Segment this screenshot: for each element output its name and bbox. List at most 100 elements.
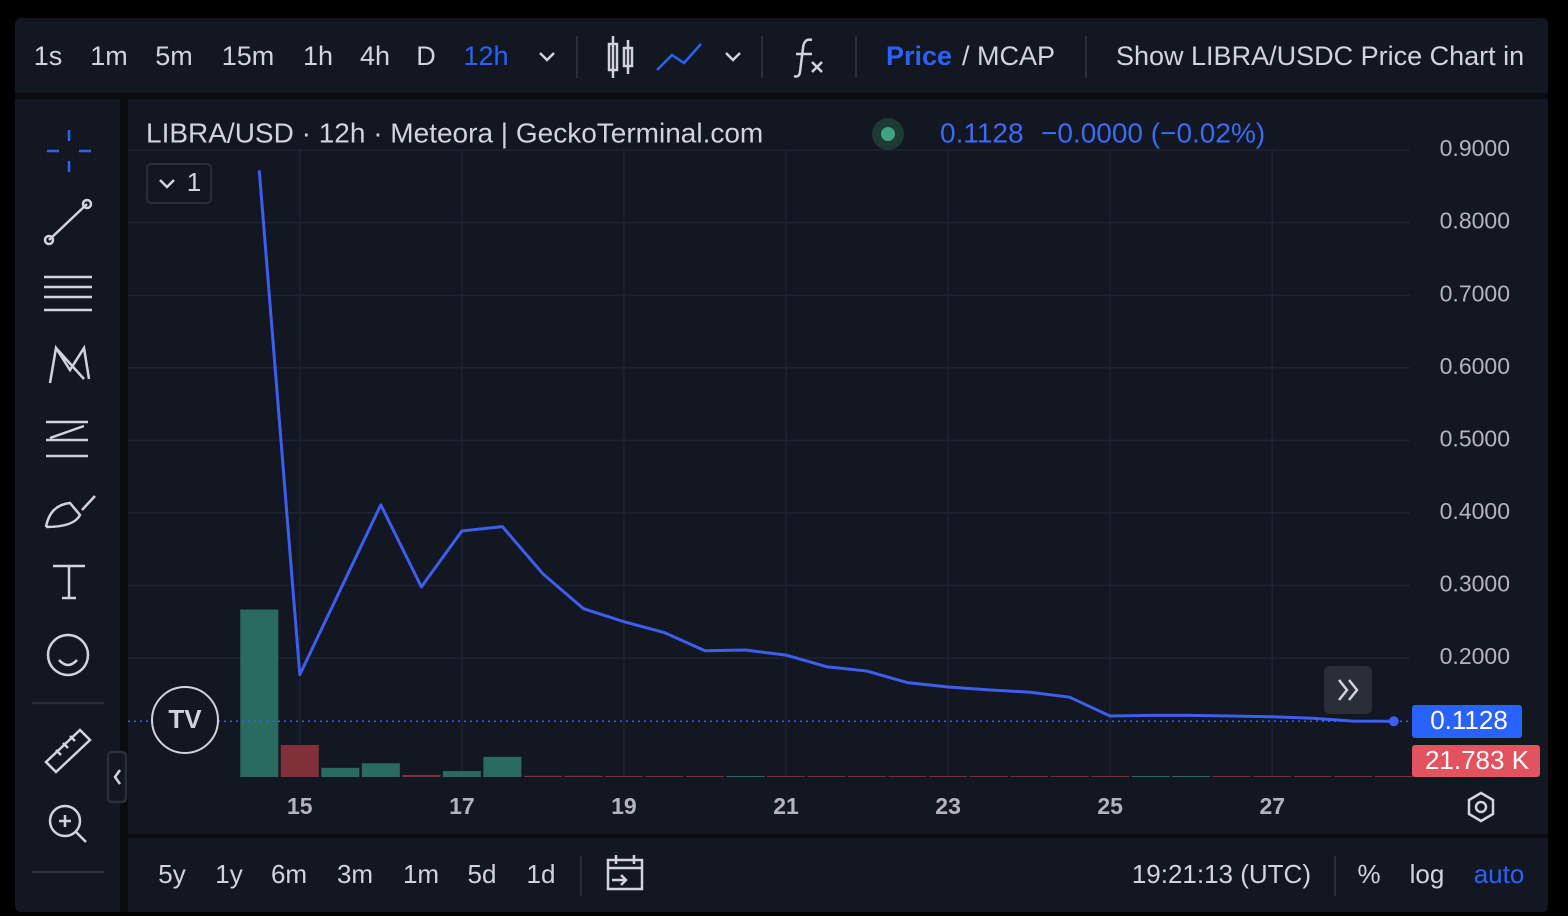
price-tag-label: 0.1128 xyxy=(1430,705,1508,735)
divider xyxy=(15,93,1548,99)
dropdown[interactable] xyxy=(539,52,555,62)
range[interactable]: 5d xyxy=(468,859,497,889)
mcap-toggle[interactable]: / MCAP xyxy=(962,41,1055,71)
status-dot xyxy=(881,127,895,141)
y-tick-label: 0.9000 xyxy=(1440,135,1510,161)
pattern-tool[interactable] xyxy=(48,344,91,384)
handle xyxy=(81,198,93,210)
indicator-icon[interactable] xyxy=(793,38,823,78)
volume-bar xyxy=(442,771,481,777)
emoji-tool[interactable] xyxy=(46,633,90,677)
volume-bar xyxy=(361,763,400,777)
show-chart-link[interactable]: Show LIBRA/USDC Price Chart in xyxy=(1116,41,1524,71)
volume-bar xyxy=(767,776,806,777)
volume-bar xyxy=(321,767,360,777)
line-icon[interactable] xyxy=(656,43,702,71)
range-bar: 5y 1y 6m 3m 1m 5d 1d 19:21:13 (UTC) % lo… xyxy=(158,855,1524,896)
volume-bar xyxy=(483,756,522,777)
x-tick-label: 21 xyxy=(773,793,799,819)
plot: 0.2000 0.3000 0.4000 0.5000 0.6000 0.7000 0.80… xyxy=(128,135,1510,819)
volume-bar xyxy=(888,776,927,777)
interval[interactable]: 15m xyxy=(222,41,275,71)
volume-bar xyxy=(685,776,724,777)
price-toggle[interactable]: Price xyxy=(886,41,952,71)
percent-toggle[interactable]: % xyxy=(1357,859,1380,889)
volume-tag xyxy=(1412,745,1540,777)
x-tick-label: 25 xyxy=(1097,793,1123,819)
trendline-tool[interactable] xyxy=(48,203,88,241)
candle-icon[interactable] xyxy=(607,36,634,78)
price-change: −0.0000 (−0.02%) xyxy=(1041,117,1265,148)
price-line xyxy=(257,170,1394,723)
volume-bar xyxy=(848,776,887,777)
collapse-button[interactable] xyxy=(106,750,128,804)
volume-bar xyxy=(1010,776,1049,777)
interval[interactable]: 1h xyxy=(303,41,333,71)
interval[interactable]: 1s xyxy=(34,41,63,71)
range[interactable]: 1d xyxy=(527,859,556,889)
interval[interactable]: 4h xyxy=(360,41,390,71)
range[interactable]: 6m xyxy=(271,859,307,889)
auto-toggle[interactable]: auto xyxy=(1474,859,1525,889)
log-toggle[interactable]: log xyxy=(1410,859,1445,889)
volume-bar xyxy=(1091,776,1130,777)
y-tick-label: 0.6000 xyxy=(1440,353,1510,379)
x-tick-label: 15 xyxy=(287,793,313,819)
text-tool[interactable] xyxy=(53,564,85,600)
volume-tag-label: 21.783 K xyxy=(1425,745,1530,775)
y-tick-label: 0.4000 xyxy=(1440,498,1510,524)
series-count: 1 xyxy=(187,167,201,197)
volume-bar xyxy=(240,609,279,777)
last-price: 0.1128 xyxy=(940,117,1024,148)
volume-bar xyxy=(280,744,319,777)
volume-bar xyxy=(402,774,441,777)
interval[interactable]: 5m xyxy=(155,41,193,71)
settings-icon[interactable] xyxy=(1467,791,1495,823)
smile xyxy=(58,659,78,667)
series-toggle[interactable] xyxy=(146,163,212,204)
range[interactable]: 1y xyxy=(215,859,242,889)
dropdown[interactable] xyxy=(725,52,741,62)
y-tick-label: 0.5000 xyxy=(1440,425,1510,451)
volume-bar xyxy=(523,775,562,777)
ruler-tool[interactable] xyxy=(44,728,92,774)
divider xyxy=(120,99,128,912)
volume-bar xyxy=(1050,776,1089,777)
y-tick-label: 0.2000 xyxy=(1440,643,1510,669)
price-tag xyxy=(1412,705,1522,738)
volume-bar xyxy=(726,775,765,777)
range[interactable]: 3m xyxy=(337,859,373,889)
window xyxy=(15,18,1548,912)
zoom-tool[interactable] xyxy=(48,804,82,838)
interval[interactable]: 12h xyxy=(463,41,508,71)
logo[interactable] xyxy=(151,686,219,754)
volume-bar xyxy=(929,776,968,777)
volume-bar xyxy=(1334,776,1373,777)
interval[interactable]: 1m xyxy=(90,41,128,71)
volume-bar xyxy=(1374,776,1413,777)
range[interactable]: 5y xyxy=(158,859,185,889)
fib-tool[interactable] xyxy=(44,275,92,312)
x-tick-label: 23 xyxy=(935,793,961,819)
projection-tool[interactable] xyxy=(46,420,88,458)
volume-bar xyxy=(807,776,846,777)
interval[interactable]: D xyxy=(416,41,436,71)
x-tick-label: 27 xyxy=(1259,793,1285,819)
brush-tool[interactable] xyxy=(44,495,96,529)
goto-date[interactable] xyxy=(606,855,644,891)
y-tick-label: 0.8000 xyxy=(1440,208,1510,234)
y-tick-label: 0.7000 xyxy=(1440,280,1510,306)
crosshair-tool[interactable] xyxy=(47,130,91,172)
volume-bar xyxy=(645,776,684,777)
tools xyxy=(32,130,128,874)
chevron xyxy=(159,179,175,189)
zoom-handle xyxy=(59,815,87,843)
x-tick-label: 19 xyxy=(611,793,637,819)
volume-bar xyxy=(564,775,603,777)
volume-bar xyxy=(1172,775,1211,777)
chart-title: LIBRA/USD · 12h · Meteora | GeckoTermina… xyxy=(146,117,763,148)
volume-bar xyxy=(1293,776,1332,777)
range[interactable]: 1m xyxy=(403,859,439,889)
handle xyxy=(43,234,55,246)
